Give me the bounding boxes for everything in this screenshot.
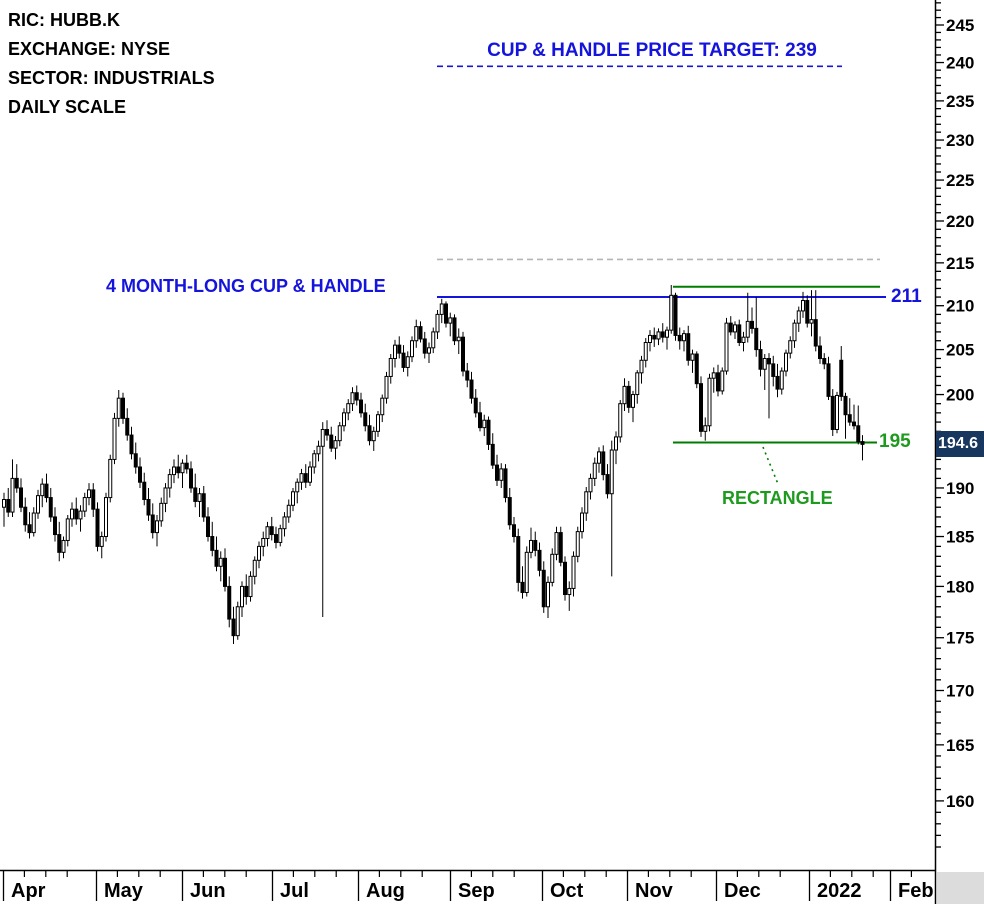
svg-text:220: 220 (946, 212, 974, 231)
sector-label: SECTOR: INDUSTRIALS (8, 68, 215, 88)
svg-text:170: 170 (946, 682, 974, 701)
instrument-info-block: RIC: HUBB.K EXCHANGE: NYSE SECTOR: INDUS… (8, 6, 215, 122)
last-price-badge: 194.6 (936, 431, 984, 457)
svg-text:180: 180 (946, 577, 974, 596)
svg-text:235: 235 (946, 92, 974, 111)
svg-text:Aug: Aug (366, 880, 405, 902)
support-price-label: 195 (879, 431, 911, 452)
svg-text:May: May (104, 880, 144, 902)
svg-text:185: 185 (946, 528, 974, 547)
ric-label: RIC: HUBB.K (8, 10, 120, 30)
svg-text:245: 245 (946, 16, 974, 35)
svg-text:205: 205 (946, 341, 974, 360)
svg-text:Jun: Jun (190, 880, 226, 902)
svg-text:Feb: Feb (898, 880, 934, 902)
svg-text:190: 190 (946, 479, 974, 498)
cup-handle-annotation: 4 MONTH-LONG CUP & HANDLE (106, 276, 386, 296)
resistance-price-label: 211 (891, 286, 922, 307)
svg-text:200: 200 (946, 386, 974, 405)
svg-text:165: 165 (946, 736, 974, 755)
svg-text:Oct: Oct (550, 880, 584, 902)
svg-text:Sep: Sep (458, 880, 495, 902)
svg-text:Nov: Nov (635, 880, 674, 902)
scale-label: DAILY SCALE (8, 97, 127, 117)
svg-text:215: 215 (946, 254, 974, 273)
price-target-annotation: CUP & HANDLE PRICE TARGET: 239 (487, 40, 817, 61)
exchange-label: EXCHANGE: NYSE (8, 39, 171, 59)
rectangle-pattern-annotation: RECTANGLE (722, 488, 833, 508)
svg-text:210: 210 (946, 297, 974, 316)
svg-text:240: 240 (946, 54, 974, 73)
svg-text:Jul: Jul (280, 880, 309, 902)
svg-text:Dec: Dec (724, 880, 761, 902)
svg-text:175: 175 (946, 629, 974, 648)
svg-text:225: 225 (946, 171, 974, 190)
svg-text:Apr: Apr (11, 880, 46, 902)
svg-text:2022: 2022 (817, 880, 862, 902)
svg-text:230: 230 (946, 131, 974, 150)
svg-text:160: 160 (946, 792, 974, 811)
